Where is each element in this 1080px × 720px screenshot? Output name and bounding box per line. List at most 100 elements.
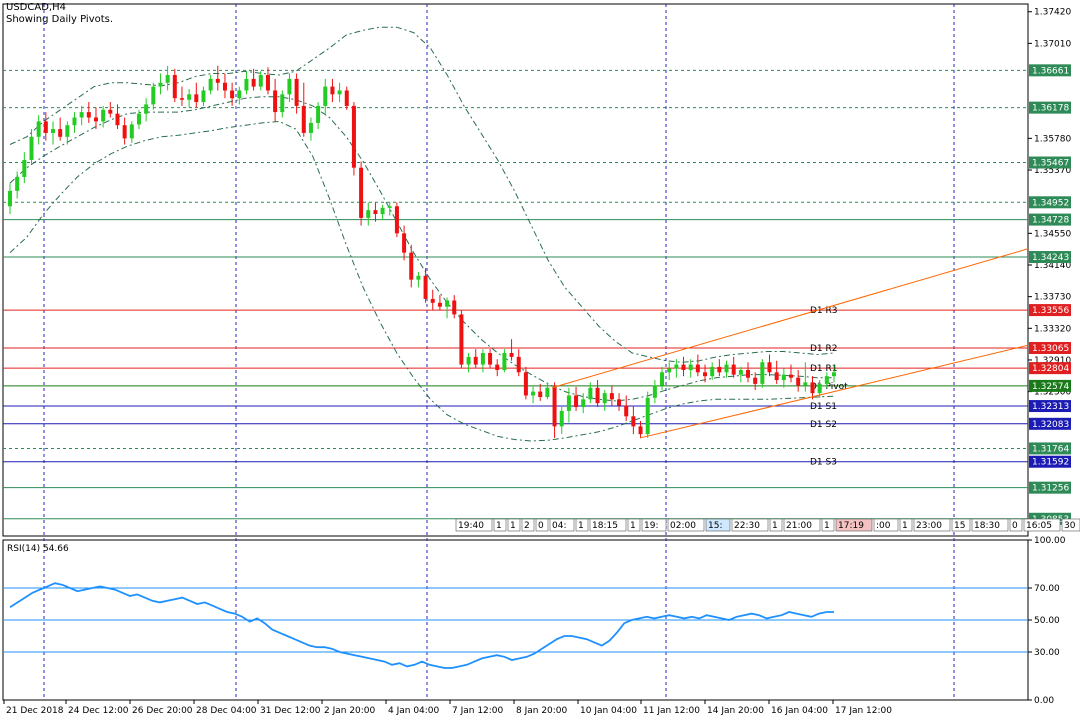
candle-body-96 xyxy=(695,364,700,373)
time-tag-5: 04: xyxy=(552,521,566,531)
time-tag-22: 0 xyxy=(1012,521,1018,531)
time-tag-2: 1 xyxy=(510,521,516,531)
candle-body-30 xyxy=(222,82,227,91)
candle-body-15 xyxy=(115,113,120,126)
candle-body-33 xyxy=(244,78,249,91)
candle-body-99 xyxy=(717,366,722,373)
candle-body-105 xyxy=(760,362,765,384)
time-tag-box-22 xyxy=(1009,518,1023,532)
rsi-axis-label-2: 50.00 xyxy=(1034,616,1060,626)
pivot-label-d1-r1: D1 R1 xyxy=(810,364,838,374)
candle-body-51 xyxy=(373,210,378,215)
candle-body-106 xyxy=(767,362,772,373)
level-price-label-4: 1.34728 xyxy=(1032,216,1069,226)
channel-lower-line xyxy=(639,344,1029,439)
candle-body-50 xyxy=(366,210,371,218)
candle-body-115 xyxy=(832,372,836,377)
time-tag-box-16 xyxy=(835,518,873,532)
candle-body-59 xyxy=(430,298,435,303)
pivot-label-d1-s3: D1 S3 xyxy=(810,458,837,468)
time-tag-8: 1 xyxy=(630,521,636,531)
candle-body-13 xyxy=(101,109,106,122)
level-price-label-13: 1.31592 xyxy=(1032,458,1069,468)
candle-body-4 xyxy=(36,121,41,137)
rsi-axis-label-1: 70.00 xyxy=(1034,584,1060,594)
candle-body-55 xyxy=(402,233,407,253)
candle-body-97 xyxy=(703,372,708,377)
candle-body-70 xyxy=(509,353,514,357)
y-tick-label-1: 1.37010 xyxy=(1034,39,1071,49)
time-tag-box-18 xyxy=(899,518,913,532)
candle-body-46 xyxy=(337,90,342,95)
candle-body-25 xyxy=(187,94,192,100)
time-tag-7: 18:15 xyxy=(592,521,618,531)
level-price-label-1: 1.36178 xyxy=(1032,104,1069,114)
x-tick-label-5: 2 Jan 20:00 xyxy=(324,706,376,716)
candle-body-108 xyxy=(781,374,786,381)
candle-body-84 xyxy=(609,393,614,400)
time-tag-box-8 xyxy=(627,518,641,532)
candle-body-47 xyxy=(344,90,349,106)
time-tag-box-12 xyxy=(731,518,769,532)
candle-body-58 xyxy=(423,275,428,299)
candle-body-40 xyxy=(294,78,299,106)
level-price-box-14 xyxy=(1029,481,1071,494)
level-price-label-6: 1.33556 xyxy=(1032,306,1069,316)
candle-body-17 xyxy=(129,124,134,139)
x-tick-label-3: 28 Dec 04:00 xyxy=(196,706,257,716)
candle-body-98 xyxy=(710,366,715,377)
time-tag-box-0 xyxy=(455,518,493,532)
x-tick-label-1: 24 Dec 12:00 xyxy=(68,706,129,716)
x-tick-label-6: 4 Jan 04:00 xyxy=(388,706,440,716)
time-tag-box-1 xyxy=(493,518,507,532)
candle-body-43 xyxy=(316,105,321,123)
pivot-label-d1-r3: D1 R3 xyxy=(810,306,838,316)
time-tag-13: 1 xyxy=(772,521,778,531)
pivot-label-d1-r2: D1 R2 xyxy=(810,344,838,354)
rsi-line xyxy=(9,582,834,669)
candle-body-79 xyxy=(574,395,579,408)
time-tag-16: 17:19 xyxy=(838,521,864,531)
candle-body-27 xyxy=(201,90,206,103)
time-tag-box-23 xyxy=(1023,518,1061,532)
bollinger-middle-band xyxy=(9,96,834,402)
candle-body-93 xyxy=(674,364,679,369)
candle-body-44 xyxy=(323,86,328,106)
candle-body-53 xyxy=(387,206,392,208)
candle-body-107 xyxy=(774,372,779,381)
candle-body-2 xyxy=(22,159,27,177)
candle-body-109 xyxy=(789,374,794,378)
candle-body-90 xyxy=(652,385,657,398)
candle-body-35 xyxy=(258,75,263,87)
x-tick-label-7: 7 Jan 12:00 xyxy=(452,706,504,716)
candle-body-42 xyxy=(308,122,313,133)
candle-body-14 xyxy=(108,109,113,114)
x-tick-label-2: 26 Dec 20:00 xyxy=(132,706,193,716)
level-price-box-1 xyxy=(1029,101,1071,114)
candle-body-38 xyxy=(280,94,285,113)
time-tag-box-6 xyxy=(575,518,589,532)
level-price-box-7 xyxy=(1029,341,1071,354)
level-price-box-10 xyxy=(1029,400,1071,413)
candle-body-24 xyxy=(179,98,184,100)
level-price-box-8 xyxy=(1029,362,1071,375)
candle-body-81 xyxy=(588,387,593,400)
candle-body-104 xyxy=(753,377,758,384)
candle-body-7 xyxy=(58,129,63,137)
candle-body-22 xyxy=(165,75,170,83)
candle-body-75 xyxy=(545,387,550,398)
candle-body-11 xyxy=(86,112,91,118)
candle-body-94 xyxy=(681,364,686,370)
candle-body-69 xyxy=(502,353,507,370)
candle-body-61 xyxy=(445,300,450,307)
time-tag-box-2 xyxy=(507,518,521,532)
candle-body-77 xyxy=(559,410,564,427)
candle-body-32 xyxy=(237,90,242,99)
candle-body-34 xyxy=(251,78,256,87)
candle-body-74 xyxy=(538,391,543,398)
candle-body-56 xyxy=(409,252,414,280)
time-tag-box-17 xyxy=(873,518,899,532)
level-price-box-9 xyxy=(1029,379,1071,392)
time-tag-box-9 xyxy=(641,518,667,532)
